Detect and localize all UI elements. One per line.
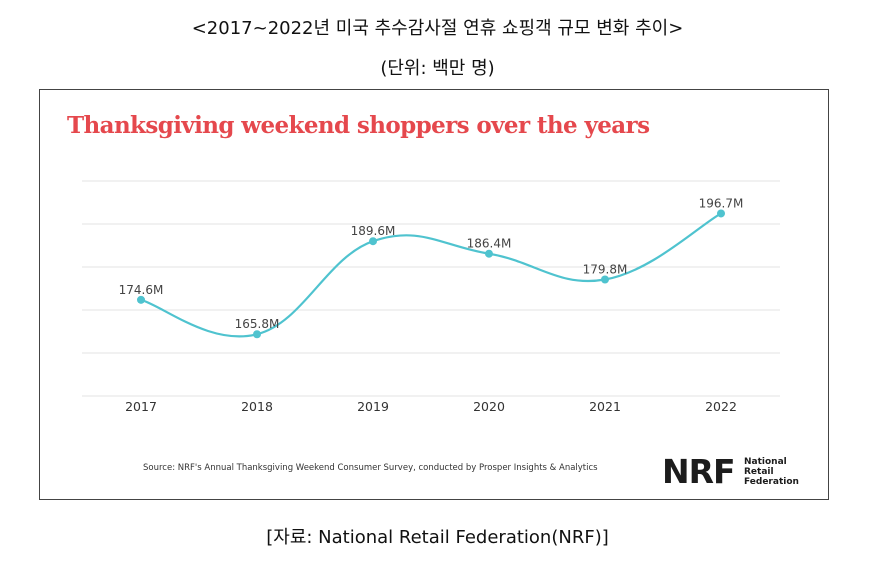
data-label: 179.8M (583, 263, 628, 277)
chart-frame: Thanksgiving weekend shoppers over the y… (39, 89, 829, 500)
data-label: 165.8M (235, 317, 280, 331)
data-point (369, 237, 377, 246)
x-tick-label: 2022 (705, 399, 737, 414)
data-label: 174.6M (119, 283, 164, 297)
unit-label: (단위: 백만 명) (380, 58, 495, 79)
data-point (137, 295, 145, 304)
logo-line-3: Federation (744, 477, 799, 487)
data-point (253, 330, 261, 339)
series-line (140, 212, 722, 338)
nrf-logo: NRF National Retail Federation (662, 454, 812, 490)
logo-mark: NRF (662, 452, 736, 491)
source-note: Source: NRF's Annual Thanksgiving Weeken… (143, 463, 598, 473)
page-title: <2017~2022년 미국 추수감사절 연휴 쇼핑객 규모 변화 추이> (191, 18, 684, 39)
source-caption: [자료: National Retail Federation(NRF)] (266, 527, 609, 548)
data-point (717, 209, 725, 218)
data-point (601, 275, 609, 284)
data-label: 186.4M (467, 237, 512, 251)
data-label: 189.6M (351, 224, 396, 238)
x-tick-label: 2021 (589, 399, 621, 414)
logo-text: National Retail Federation (744, 457, 799, 487)
logo-line-1: National (744, 457, 787, 467)
chart-title: Thanksgiving weekend shoppers over the y… (67, 112, 650, 139)
line-chart: 174.6M 2017 165.8M 2018 189.6M 2019 186.4M 2020… (82, 180, 780, 414)
x-tick-label: 2019 (357, 399, 389, 414)
x-tick-label: 2018 (241, 399, 273, 414)
x-tick-label: 2020 (473, 399, 505, 414)
data-label: 196.7M (699, 196, 744, 210)
logo-line-2: Retail (744, 467, 774, 477)
data-point (485, 249, 493, 258)
x-tick-label: 2017 (125, 399, 157, 414)
